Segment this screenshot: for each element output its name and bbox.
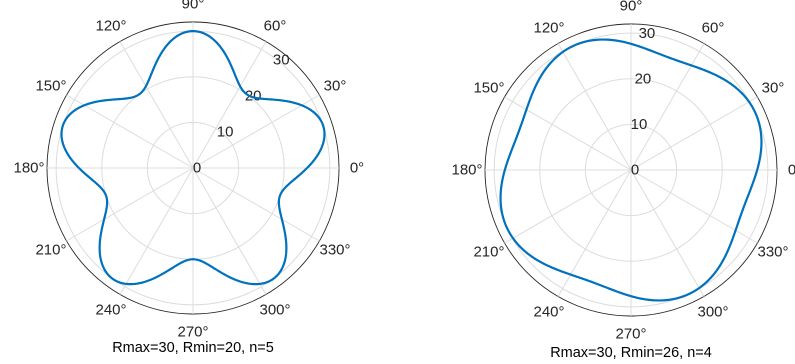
theta-grid-line (505, 97, 631, 170)
theta-grid-line (558, 170, 631, 296)
theta-tick-label: 180° (451, 162, 482, 179)
theta-grid-line (505, 170, 631, 243)
theta-tick-label: 90° (182, 0, 205, 13)
theta-tick-label: 60° (264, 17, 287, 34)
theta-tick-label: 90° (620, 0, 643, 15)
theta-grid-line (193, 168, 266, 294)
theta-tick-label: 120° (95, 17, 126, 34)
r-tick-label: 30 (273, 52, 290, 69)
theta-grid-line (631, 170, 704, 296)
theta-tick-label: 270° (177, 324, 208, 341)
theta-tick-label: 150° (35, 78, 66, 95)
theta-tick-label: 120° (533, 19, 564, 36)
theta-tick-label: 330° (758, 244, 789, 261)
theta-grid-line (120, 168, 193, 294)
theta-tick-label: 150° (473, 80, 504, 97)
theta-tick-label: 240° (95, 302, 126, 319)
theta-grid-line (631, 170, 757, 243)
polar-plot-left: 0° 30° 60° 90° 120° 150° 180° 210° 240° 270° 300° 3… (13, 0, 364, 356)
plot-caption: Rmax=30, Rmin=26, n=4 (550, 345, 712, 361)
theta-grid-line (193, 168, 319, 241)
theta-tick-label: 210° (473, 244, 504, 261)
theta-tick-label: 210° (35, 242, 66, 259)
theta-tick-label: 330° (320, 242, 351, 259)
theta-grid-line (631, 44, 704, 170)
r-tick-label: 10 (217, 124, 234, 141)
plot-caption: Rmax=30, Rmin=20, n=5 (112, 340, 274, 356)
r-tick-label: 10 (631, 116, 648, 133)
polar-plot-right: 0° 30° 60° 90° 120° 150° 180° 210° 240° 270° 300° 3… (451, 0, 795, 361)
theta-tick-label: 0° (350, 160, 364, 177)
theta-tick-label: 270° (615, 326, 646, 343)
theta-grid-line (558, 44, 631, 170)
r-tick-label: 0 (193, 160, 201, 177)
theta-tick-label: 180° (13, 160, 44, 177)
theta-tick-label: 300° (259, 302, 290, 319)
theta-tick-label: 240° (533, 304, 564, 321)
theta-tick-label: 0° (788, 162, 795, 179)
r-tick-label: 30 (639, 25, 656, 42)
theta-tick-label: 30° (324, 78, 347, 95)
theta-tick-label: 60° (702, 19, 725, 36)
theta-tick-label: 300° (697, 304, 728, 321)
r-tick-label: 20 (635, 71, 652, 88)
r-tick-label: 0 (631, 162, 639, 179)
theta-tick-label: 30° (762, 80, 785, 97)
theta-grid-line (67, 168, 193, 241)
theta-grid-line (631, 97, 757, 170)
